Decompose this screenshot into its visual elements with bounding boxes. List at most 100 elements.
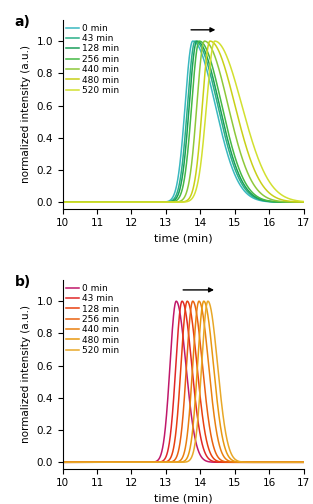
0 min: [61, 459, 64, 465]
Line: 43 min: 43 min: [63, 301, 304, 462]
43 min: [164, 455, 167, 461]
520 min: [153, 459, 157, 465]
0 min: [271, 199, 275, 205]
128 min: [195, 38, 199, 44]
480 min: [208, 38, 212, 44]
480 min: [297, 459, 301, 465]
480 min: [103, 459, 106, 465]
520 min: [164, 459, 167, 465]
0 min: [88, 459, 92, 465]
440 min: [302, 459, 305, 465]
480 min: [271, 193, 275, 199]
480 min: [302, 199, 305, 205]
128 min: [297, 199, 301, 205]
520 min: [302, 199, 305, 205]
520 min: [297, 198, 301, 204]
128 min: [153, 199, 157, 205]
480 min: [271, 459, 275, 465]
128 min: [61, 459, 64, 465]
0 min: [88, 199, 92, 205]
0 min: [297, 199, 301, 205]
Y-axis label: normalized intensity (a.u.): normalized intensity (a.u.): [21, 45, 31, 183]
256 min: [164, 459, 167, 465]
480 min: [61, 459, 64, 465]
Line: 520 min: 520 min: [63, 41, 304, 202]
X-axis label: time (min): time (min): [154, 494, 213, 504]
Line: 0 min: 0 min: [63, 301, 304, 462]
43 min: [103, 459, 106, 465]
43 min: [297, 459, 301, 465]
520 min: [302, 459, 305, 465]
0 min: [153, 199, 157, 205]
256 min: [271, 459, 275, 465]
480 min: [202, 298, 206, 304]
Line: 480 min: 480 min: [63, 41, 304, 202]
0 min: [153, 459, 157, 465]
256 min: [297, 199, 301, 205]
43 min: [271, 459, 275, 465]
Line: 440 min: 440 min: [63, 41, 304, 202]
520 min: [213, 38, 217, 44]
Line: 256 min: 256 min: [63, 41, 304, 202]
520 min: [153, 199, 157, 205]
440 min: [61, 199, 64, 205]
43 min: [271, 199, 275, 205]
X-axis label: time (min): time (min): [154, 234, 213, 244]
520 min: [88, 199, 92, 205]
440 min: [297, 199, 301, 205]
480 min: [302, 459, 305, 465]
128 min: [88, 459, 92, 465]
Line: 128 min: 128 min: [63, 301, 304, 462]
480 min: [297, 199, 301, 205]
440 min: [153, 459, 157, 465]
440 min: [271, 197, 275, 203]
256 min: [61, 459, 64, 465]
43 min: [153, 199, 157, 205]
128 min: [297, 459, 301, 465]
520 min: [88, 459, 92, 465]
128 min: [302, 459, 305, 465]
128 min: [103, 459, 106, 465]
43 min: [88, 199, 92, 205]
480 min: [164, 459, 167, 465]
520 min: [206, 298, 210, 304]
440 min: [197, 298, 201, 304]
128 min: [153, 459, 157, 465]
Line: 440 min: 440 min: [63, 301, 304, 462]
256 min: [271, 199, 275, 205]
256 min: [302, 199, 305, 205]
256 min: [297, 459, 301, 465]
520 min: [297, 459, 301, 465]
480 min: [153, 459, 157, 465]
440 min: [103, 199, 106, 205]
440 min: [61, 459, 64, 465]
256 min: [153, 199, 157, 205]
256 min: [164, 199, 167, 205]
480 min: [153, 199, 157, 205]
256 min: [103, 459, 106, 465]
0 min: [174, 298, 178, 304]
43 min: [61, 199, 64, 205]
128 min: [164, 459, 167, 465]
440 min: [153, 199, 157, 205]
43 min: [193, 38, 197, 44]
440 min: [88, 459, 92, 465]
128 min: [271, 199, 275, 205]
520 min: [103, 459, 106, 465]
128 min: [88, 199, 92, 205]
Line: 128 min: 128 min: [63, 41, 304, 202]
43 min: [103, 199, 106, 205]
440 min: [271, 459, 275, 465]
440 min: [164, 199, 167, 205]
480 min: [88, 459, 92, 465]
0 min: [302, 199, 305, 205]
Line: 520 min: 520 min: [63, 301, 304, 462]
520 min: [271, 459, 275, 465]
520 min: [164, 199, 167, 205]
43 min: [302, 459, 305, 465]
Legend: 0 min, 43 min, 128 min, 256 min, 440 min, 480 min, 520 min: 0 min, 43 min, 128 min, 256 min, 440 min…: [65, 23, 121, 96]
256 min: [302, 459, 305, 465]
0 min: [103, 459, 106, 465]
440 min: [88, 199, 92, 205]
43 min: [180, 298, 184, 304]
